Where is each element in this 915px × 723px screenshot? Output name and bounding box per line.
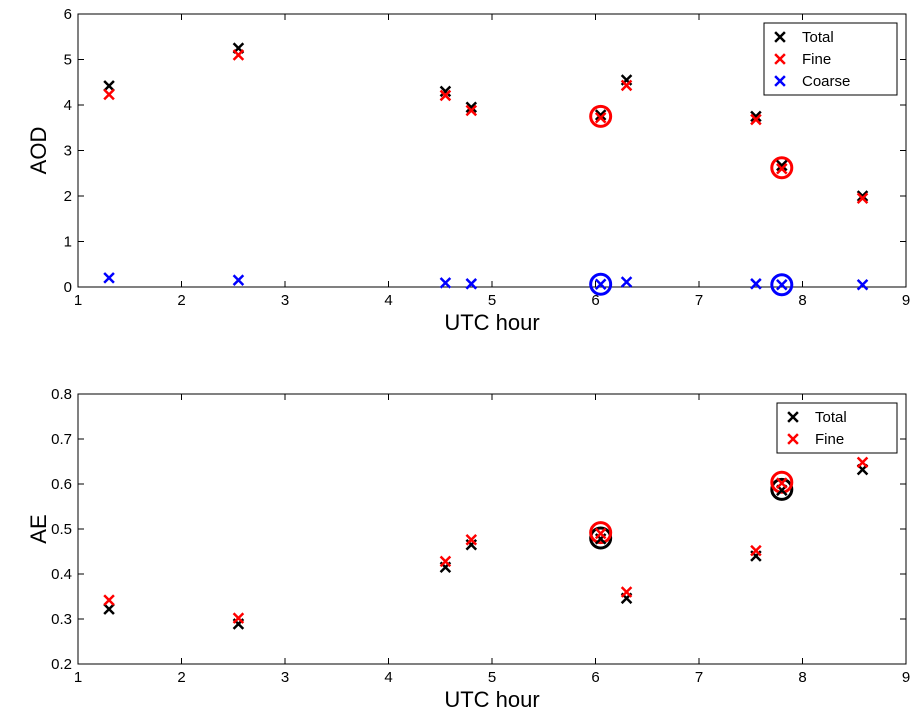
x-tick-label: 8 xyxy=(798,292,806,309)
y-tick-label: 0.5 xyxy=(51,521,72,538)
plot-area xyxy=(77,393,907,665)
highlight-circle xyxy=(770,477,794,501)
data-point-coarse xyxy=(750,278,762,290)
legend-label-total: Total xyxy=(802,29,834,46)
data-point-coarse xyxy=(594,278,607,291)
data-point-coarse xyxy=(856,278,869,291)
data-point-fine xyxy=(620,586,633,598)
data-point-total xyxy=(776,159,788,172)
legend: Total Fine Coarse xyxy=(763,22,898,96)
data-point-coarse xyxy=(439,277,452,289)
data-point-fine xyxy=(856,456,869,469)
data-point-total xyxy=(856,190,869,202)
x-tick-label: 3 xyxy=(281,292,289,309)
data-point-fine xyxy=(103,594,115,606)
y-tick-label: 1 xyxy=(64,234,72,251)
x-tick-label: 5 xyxy=(488,669,496,686)
legend-label-fine: Fine xyxy=(802,51,831,68)
chart-2: 1 2 3 4 5 6 7 8 9 0.2 0.3 0.4 0.5 0.6 0.7 0.8 UTC hour AE… xyxy=(26,386,910,712)
x-tick-label: 3 xyxy=(281,669,289,686)
y-axis-label: AOD xyxy=(26,127,51,175)
data-point-total xyxy=(750,110,762,123)
legend: Total Fine xyxy=(776,402,898,454)
x-axis-label: UTC hour xyxy=(444,310,539,335)
data-point-fine xyxy=(465,104,478,117)
data-point-fine xyxy=(594,111,607,124)
x-tick-label: 9 xyxy=(902,669,910,686)
data-point-coarse xyxy=(776,278,788,291)
data-point-coarse xyxy=(103,272,115,284)
data-point-fine xyxy=(856,192,869,205)
data-point-total xyxy=(594,109,607,121)
data-point-fine xyxy=(439,555,452,568)
x-tick-label: 5 xyxy=(488,292,496,309)
y-tick-label: 4 xyxy=(64,97,72,114)
y-tick-label: 0.6 xyxy=(51,476,72,493)
x-tick-label: 4 xyxy=(384,292,392,309)
data-point-coarse xyxy=(465,278,478,290)
y-tick-label: 0.8 xyxy=(51,386,72,403)
data-point-fine xyxy=(103,88,115,101)
data-point-fine xyxy=(232,612,245,624)
x-tick-label: 6 xyxy=(591,292,599,309)
highlight-circle xyxy=(589,272,613,296)
y-tick-label: 0 xyxy=(64,279,72,296)
data-point-total xyxy=(465,101,478,114)
y-tick-label: 3 xyxy=(64,143,72,160)
legend-label-total: Total xyxy=(815,409,847,426)
y-tick-label: 6 xyxy=(64,6,72,23)
y-tick-label: 0.7 xyxy=(51,431,72,448)
highlight-circle xyxy=(589,104,613,128)
legend-label-coarse: Coarse xyxy=(802,73,850,90)
legend-marker-coarse xyxy=(774,75,786,87)
highlight-circle xyxy=(770,470,794,494)
data-point-total xyxy=(856,463,869,476)
highlight-circle xyxy=(589,521,613,545)
legend-marker-fine xyxy=(787,433,799,445)
highlight-circle xyxy=(770,273,794,297)
x-tick-label: 9 xyxy=(902,292,910,309)
data-point-fine xyxy=(776,477,788,489)
x-axis-label: UTC hour xyxy=(444,687,539,712)
legend-marker-fine xyxy=(774,53,786,65)
y-tick-label: 5 xyxy=(64,52,72,69)
legend-marker-total xyxy=(787,411,799,423)
x-tick-label: 7 xyxy=(695,292,703,309)
x-tick-label: 4 xyxy=(384,669,392,686)
data-point-coarse xyxy=(232,274,245,286)
data-point-fine xyxy=(620,79,633,92)
y-axis-label: AE xyxy=(26,514,51,543)
x-tick-label: 2 xyxy=(177,669,185,686)
legend-box xyxy=(763,22,898,96)
y-tick-label: 0.3 xyxy=(51,611,72,628)
data-point-fine xyxy=(465,534,478,546)
y-tick-label: 2 xyxy=(64,188,72,205)
data-point-total xyxy=(103,80,115,92)
data-point-fine xyxy=(750,113,762,126)
data-point-fine xyxy=(232,49,245,61)
x-tick-label: 7 xyxy=(695,669,703,686)
legend-label-fine: Fine xyxy=(815,431,844,448)
data-point-fine xyxy=(750,544,762,557)
data-point-total xyxy=(776,484,788,497)
x-tick-label: 6 xyxy=(591,669,599,686)
y-tick-label: 0.2 xyxy=(51,656,72,673)
y-tick-label: 0.4 xyxy=(51,566,72,583)
data-point-coarse xyxy=(620,276,633,288)
x-tick-label: 8 xyxy=(798,669,806,686)
x-tick-label: 1 xyxy=(74,669,82,686)
data-point-fine xyxy=(776,162,788,175)
x-tick-label: 2 xyxy=(177,292,185,309)
legend-marker-total xyxy=(774,31,786,43)
x-tick-label: 1 xyxy=(74,292,82,309)
data-point-fine xyxy=(594,527,607,540)
data-point-total xyxy=(103,603,115,615)
data-point-fine xyxy=(439,89,452,102)
highlight-circle xyxy=(770,156,794,180)
